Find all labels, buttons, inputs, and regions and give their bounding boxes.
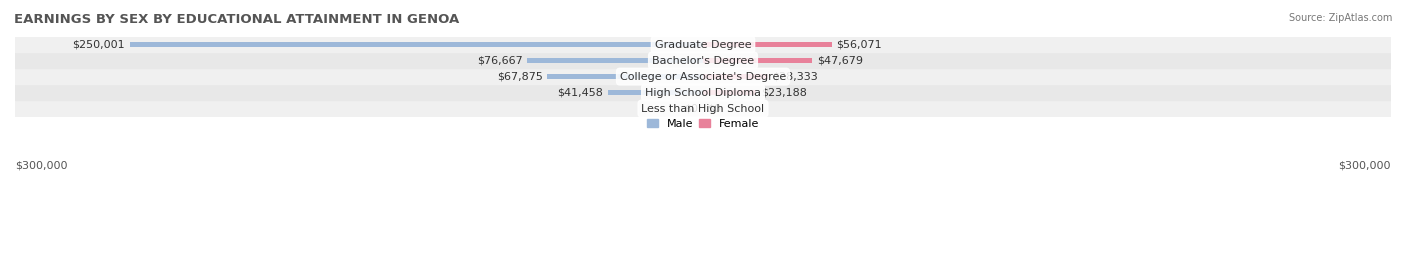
Text: $23,188: $23,188: [761, 88, 807, 98]
Text: High School Diploma: High School Diploma: [645, 88, 761, 98]
Text: $0: $0: [685, 104, 699, 114]
Bar: [703, 90, 756, 95]
Text: $250,001: $250,001: [73, 40, 125, 49]
Bar: [527, 58, 703, 63]
Text: Less than High School: Less than High School: [641, 104, 765, 114]
Text: $47,679: $47,679: [817, 56, 863, 66]
Bar: [547, 74, 703, 79]
Text: Source: ZipAtlas.com: Source: ZipAtlas.com: [1288, 13, 1392, 23]
Bar: [15, 101, 1391, 116]
Text: Bachelor's Degree: Bachelor's Degree: [652, 56, 754, 66]
Bar: [15, 37, 1391, 52]
Text: $300,000: $300,000: [15, 161, 67, 171]
Bar: [703, 58, 813, 63]
Bar: [129, 42, 703, 47]
Text: $28,333: $28,333: [772, 72, 818, 82]
Bar: [15, 69, 1391, 84]
Text: EARNINGS BY SEX BY EDUCATIONAL ATTAINMENT IN GENOA: EARNINGS BY SEX BY EDUCATIONAL ATTAINMEN…: [14, 13, 460, 26]
Text: $76,667: $76,667: [477, 56, 523, 66]
Bar: [15, 53, 1391, 68]
Bar: [15, 85, 1391, 100]
Text: $41,458: $41,458: [557, 88, 603, 98]
Text: $0: $0: [707, 104, 721, 114]
Bar: [607, 90, 703, 95]
Bar: [703, 74, 768, 79]
Text: $300,000: $300,000: [1339, 161, 1391, 171]
Text: College or Associate's Degree: College or Associate's Degree: [620, 72, 786, 82]
Bar: [703, 42, 831, 47]
Text: $67,875: $67,875: [496, 72, 543, 82]
Text: $56,071: $56,071: [837, 40, 882, 49]
Text: Graduate Degree: Graduate Degree: [655, 40, 751, 49]
Legend: Male, Female: Male, Female: [647, 119, 759, 129]
